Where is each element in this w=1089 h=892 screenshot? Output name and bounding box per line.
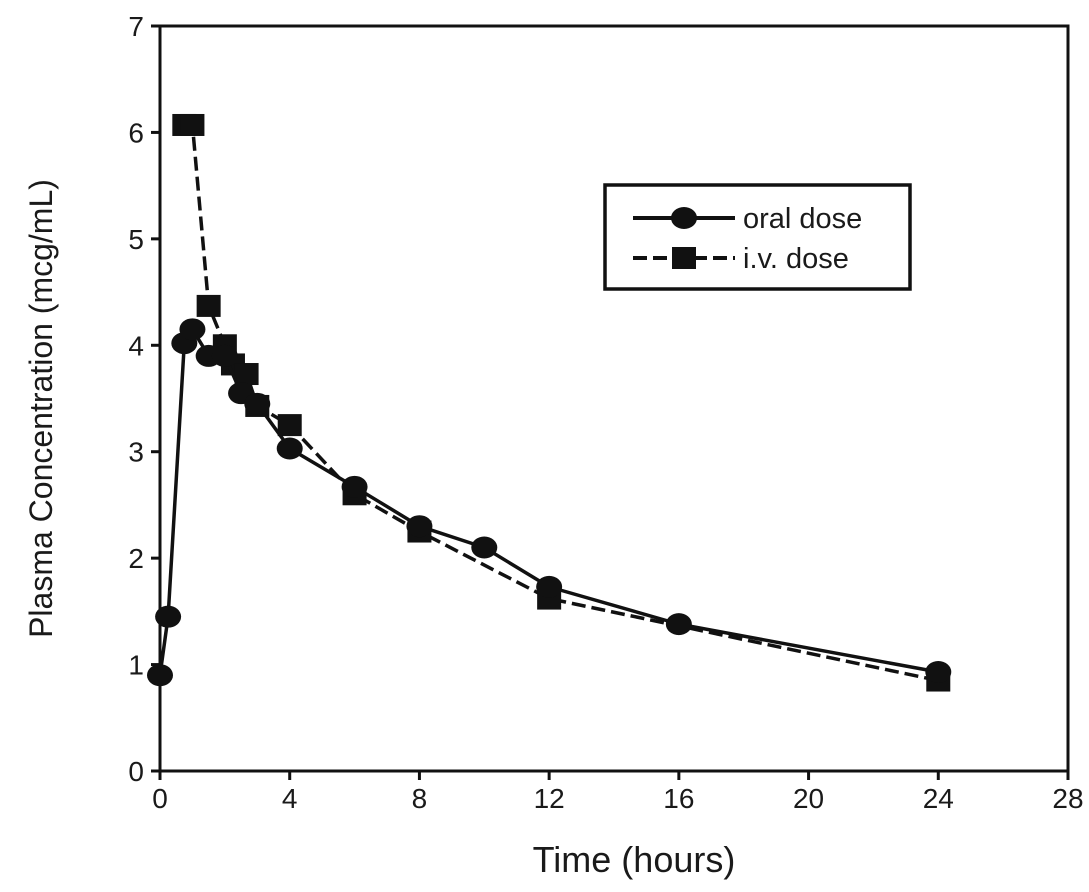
data-point-oral-dose [665, 613, 692, 636]
data-point-oral-dose [147, 664, 173, 687]
data-point-i-v-dose [180, 113, 205, 136]
data-point-i-v-dose [277, 414, 302, 437]
axes [158, 24, 1070, 773]
data-point-oral-dose [925, 661, 952, 684]
x-tick-label: 4 [282, 783, 298, 814]
x-tick-label: 0 [152, 783, 168, 814]
data-point-oral-dose [276, 437, 303, 460]
y-tick-label: 6 [128, 117, 144, 148]
y-tick-label: 0 [128, 756, 144, 787]
data-point-i-v-dose [234, 363, 259, 386]
y-axis-title: Plasma Concentration (mcg/mL) [23, 179, 59, 638]
legend-box [603, 183, 912, 291]
data-point-oral-dose [341, 475, 368, 498]
data-point-oral-dose [179, 318, 206, 341]
legend-entry-oral-dose: oral dose [633, 203, 862, 235]
x-tick-label: 28 [1052, 783, 1083, 814]
y-tick-label: 7 [128, 11, 144, 42]
data-point-oral-dose [406, 515, 433, 538]
x-tick-label: 12 [534, 783, 565, 814]
data-point-i-v-dose [196, 294, 221, 317]
series-oral-dose [147, 318, 952, 687]
y-tick-label: 2 [128, 543, 144, 574]
series-layer [147, 113, 952, 692]
x-axis-title: Time (hours) [533, 839, 736, 880]
legend-label: oral dose [743, 203, 862, 235]
plot-frame [158, 24, 1070, 773]
legend-label: i.v. dose [743, 243, 849, 275]
legend-marker [672, 247, 696, 269]
data-point-oral-dose [244, 392, 271, 415]
y-tick-label: 4 [128, 330, 144, 361]
data-point-oral-dose [536, 575, 563, 598]
y-tick-label: 3 [128, 437, 144, 468]
y-tick-label: 5 [128, 224, 144, 255]
data-point-oral-dose [211, 344, 238, 367]
x-tick-label: 16 [663, 783, 694, 814]
legend-entry-i-v-dose: i.v. dose [633, 243, 849, 275]
data-point-oral-dose [471, 536, 498, 559]
x-tick-label: 8 [412, 783, 428, 814]
data-point-oral-dose [155, 605, 182, 628]
y-tick-label: 1 [128, 650, 144, 681]
series-line-oral-dose [158, 327, 939, 676]
y-axis-ticks: 0 1 2 3 4 5 6 7 [128, 11, 160, 787]
x-tick-label: 24 [923, 783, 954, 814]
legend-marker [671, 207, 697, 229]
x-axis-ticks: 0 4 8 12 16 20 24 28 [152, 771, 1084, 814]
x-tick-label: 20 [793, 783, 824, 814]
legend: oral dose i.v. dose [603, 183, 912, 291]
